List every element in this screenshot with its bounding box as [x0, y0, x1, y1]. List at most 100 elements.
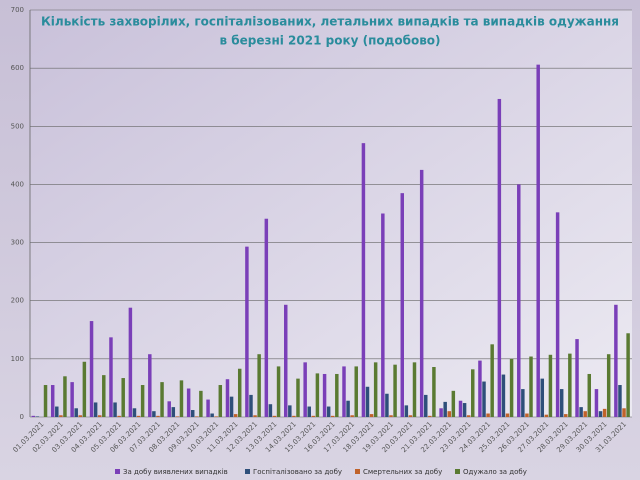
bar [482, 381, 486, 417]
bar [93, 402, 98, 417]
bar [175, 416, 180, 417]
bar [432, 366, 436, 417]
bar [229, 396, 234, 417]
bar [70, 382, 74, 417]
bar [583, 411, 587, 417]
bar [82, 361, 87, 417]
bar [35, 416, 40, 417]
bar [505, 413, 510, 417]
bar [214, 416, 218, 417]
bar [602, 408, 607, 417]
bar [171, 407, 176, 417]
bar [458, 400, 463, 417]
legend-label: Одужало за добу [463, 468, 527, 476]
y-tick-label: 100 [11, 355, 24, 363]
bar [121, 378, 125, 417]
bar [132, 408, 137, 417]
bar [412, 362, 417, 417]
legend-label: Смертельних за добу [363, 468, 442, 476]
bar [555, 212, 560, 417]
bar [307, 406, 311, 417]
bar [540, 378, 545, 417]
bar [381, 213, 385, 417]
bar [536, 64, 540, 417]
bar [156, 415, 160, 417]
y-tick-label: 0 [20, 413, 24, 421]
bar [152, 411, 156, 417]
bar [443, 401, 447, 417]
legend-label: Госпіталізовано за добу [253, 468, 342, 476]
bar [471, 369, 475, 417]
bar [78, 415, 83, 417]
bar [59, 415, 63, 417]
bar [490, 344, 494, 417]
bar [361, 143, 366, 417]
bar [233, 414, 238, 417]
bar [606, 354, 611, 417]
bar [393, 364, 397, 417]
bar [501, 374, 506, 417]
bar [451, 390, 456, 417]
legend-swatch [455, 469, 460, 474]
bar [354, 366, 358, 417]
bar [486, 413, 490, 417]
y-tick-label: 200 [11, 297, 24, 305]
bar [249, 394, 253, 417]
bar [109, 337, 113, 417]
bar [102, 375, 106, 417]
bar [296, 378, 300, 417]
bar [245, 246, 249, 417]
legend-swatch [355, 469, 360, 474]
bar [419, 169, 424, 417]
legend-swatch [115, 469, 120, 474]
bar [389, 415, 393, 417]
y-tick-label: 600 [11, 64, 24, 72]
bar [342, 366, 346, 417]
bar [311, 415, 316, 417]
bar [315, 373, 320, 417]
bar [199, 390, 203, 417]
bar [568, 353, 572, 417]
bar [117, 415, 121, 417]
bar [55, 406, 59, 417]
bar [148, 354, 152, 417]
legend-swatch [245, 469, 250, 474]
bar [63, 376, 67, 417]
bar [210, 413, 214, 417]
chart-title: в березні 2021 року (подобово) [219, 34, 440, 48]
bar [462, 403, 467, 417]
bar [424, 394, 428, 417]
bar [346, 400, 350, 417]
bar [404, 405, 409, 417]
bar [335, 373, 339, 417]
plot-area [30, 10, 632, 417]
bar [579, 407, 583, 417]
bar [43, 385, 48, 417]
bar [292, 415, 296, 417]
bar [206, 399, 210, 417]
bar [447, 411, 451, 417]
bar [497, 98, 502, 418]
bar [614, 304, 618, 417]
bar [136, 415, 141, 417]
bar [385, 393, 389, 417]
bar [276, 366, 281, 417]
bar [439, 408, 443, 417]
bar [140, 385, 145, 417]
bar [587, 373, 592, 417]
bar [113, 402, 117, 417]
bar [618, 385, 622, 417]
bar [179, 380, 184, 417]
bar [190, 410, 195, 417]
bar [598, 411, 603, 417]
bar [626, 333, 630, 417]
bar [284, 304, 288, 417]
chart-title: Кількість захворілих, госпіталізованих, … [41, 15, 619, 29]
bar [195, 416, 199, 417]
bar [466, 415, 471, 417]
bar [160, 382, 164, 417]
bar [517, 184, 521, 417]
bar [373, 362, 378, 417]
bar [89, 321, 94, 417]
